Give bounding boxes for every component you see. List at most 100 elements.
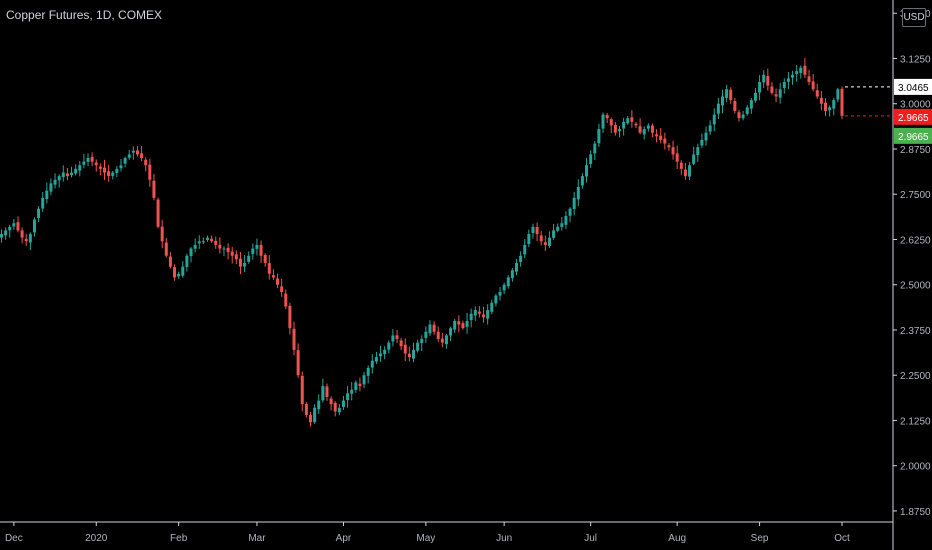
candle-body — [271, 275, 275, 278]
currency-badge[interactable]: USD — [902, 8, 926, 27]
candle-body — [358, 383, 362, 387]
bid-price-tag: 2.9665 — [898, 132, 929, 143]
candle-body — [321, 386, 325, 401]
candle-body — [24, 238, 28, 242]
candle-body — [696, 147, 700, 156]
candle-body — [453, 320, 457, 330]
candle-body — [181, 266, 185, 276]
candle-body — [226, 247, 230, 253]
candle-body — [473, 310, 477, 316]
candle-body — [469, 313, 473, 321]
candle-body — [107, 171, 111, 177]
candle-body — [650, 125, 654, 133]
candle-body — [82, 161, 86, 165]
candle-body — [440, 338, 444, 343]
candle-body — [325, 386, 329, 397]
candle-body — [8, 226, 12, 231]
candle-body — [432, 324, 436, 332]
time-tick-label: Jun — [496, 533, 512, 544]
candle-body — [523, 244, 527, 255]
candle-body — [160, 226, 164, 242]
candle-body — [263, 254, 267, 263]
candle-body — [103, 167, 106, 173]
candle-body — [679, 162, 683, 169]
candle-body — [782, 82, 786, 88]
candle-body — [609, 119, 613, 126]
candle-body — [515, 263, 518, 272]
candle-body — [313, 407, 317, 423]
price-axis[interactable]: 1.8750 2.0000 2.1250 2.2500 2.3750 2.5000 2.62… — [893, 9, 931, 518]
candle-body — [539, 235, 543, 242]
candle-body — [799, 67, 803, 73]
candle-body — [498, 291, 502, 296]
candle-body — [519, 255, 523, 262]
candle-body — [238, 258, 242, 267]
time-axis[interactable]: Dec 2020 Feb Mar Apr May Jun Jul Aug Sep Oct — [5, 522, 850, 544]
candle-body — [57, 176, 61, 181]
price-tick-label: 2.7500 — [900, 190, 931, 201]
candle-body — [296, 350, 300, 376]
candle-body — [659, 135, 663, 140]
candle-body — [531, 226, 535, 234]
candle-body — [457, 321, 461, 325]
candle-body — [585, 165, 589, 177]
candle-body — [123, 158, 127, 164]
candle-body — [725, 89, 729, 98]
candle-body — [547, 237, 551, 246]
candle-body — [741, 114, 745, 119]
price-tick-label: 3.1250 — [900, 54, 931, 65]
candle-body — [206, 237, 209, 240]
candle-body — [329, 398, 333, 405]
candle-body — [815, 90, 819, 97]
high-price-tag-bg — [894, 78, 932, 95]
candle-body — [185, 255, 189, 267]
candle-body — [576, 186, 580, 200]
candle-body — [646, 125, 650, 129]
time-tick-label: Mar — [248, 533, 266, 544]
candle-body — [403, 344, 407, 354]
candle-body — [428, 324, 432, 334]
candle-body — [234, 254, 238, 260]
candle-body — [317, 400, 321, 410]
candle-body — [251, 248, 255, 255]
candle-body — [292, 328, 296, 350]
candle-body — [288, 305, 292, 329]
candle-body — [828, 107, 832, 111]
candle-body — [37, 208, 41, 218]
candle-body — [341, 400, 345, 407]
candle-body — [309, 415, 312, 423]
bid-price-tag-bg — [894, 127, 932, 144]
candle-body — [758, 82, 762, 93]
candle-body — [98, 166, 102, 169]
candle-body — [74, 168, 78, 174]
candle-body — [177, 273, 181, 277]
candle-body — [572, 197, 576, 209]
candle-body — [568, 208, 572, 216]
candle-body — [638, 126, 642, 133]
candle-body — [370, 360, 374, 368]
candle-body — [795, 71, 799, 74]
candle-body — [449, 328, 453, 336]
price-tick-label: 3.0000 — [900, 100, 931, 111]
candle-body — [243, 263, 247, 267]
candle-body — [675, 153, 679, 162]
candle-body — [379, 353, 383, 357]
candles-layer — [0, 57, 844, 427]
candle-body — [140, 153, 144, 159]
candle-body — [210, 238, 214, 242]
candle-body — [836, 89, 840, 100]
candle-body — [490, 302, 494, 312]
candle-body — [692, 154, 696, 164]
candle-body — [811, 81, 815, 90]
price-tags: 3.0465 2.9665 2.9665 — [894, 78, 932, 144]
high-price-tag: 3.0465 — [898, 83, 929, 94]
last-price-tag: 2.9665 — [898, 113, 929, 124]
candle-body — [135, 150, 139, 155]
candle-body — [605, 115, 609, 119]
candle-body — [622, 121, 626, 129]
candle-body — [618, 129, 621, 132]
candle-body — [807, 76, 811, 83]
candle-body — [164, 242, 168, 256]
candle-body — [230, 251, 234, 256]
